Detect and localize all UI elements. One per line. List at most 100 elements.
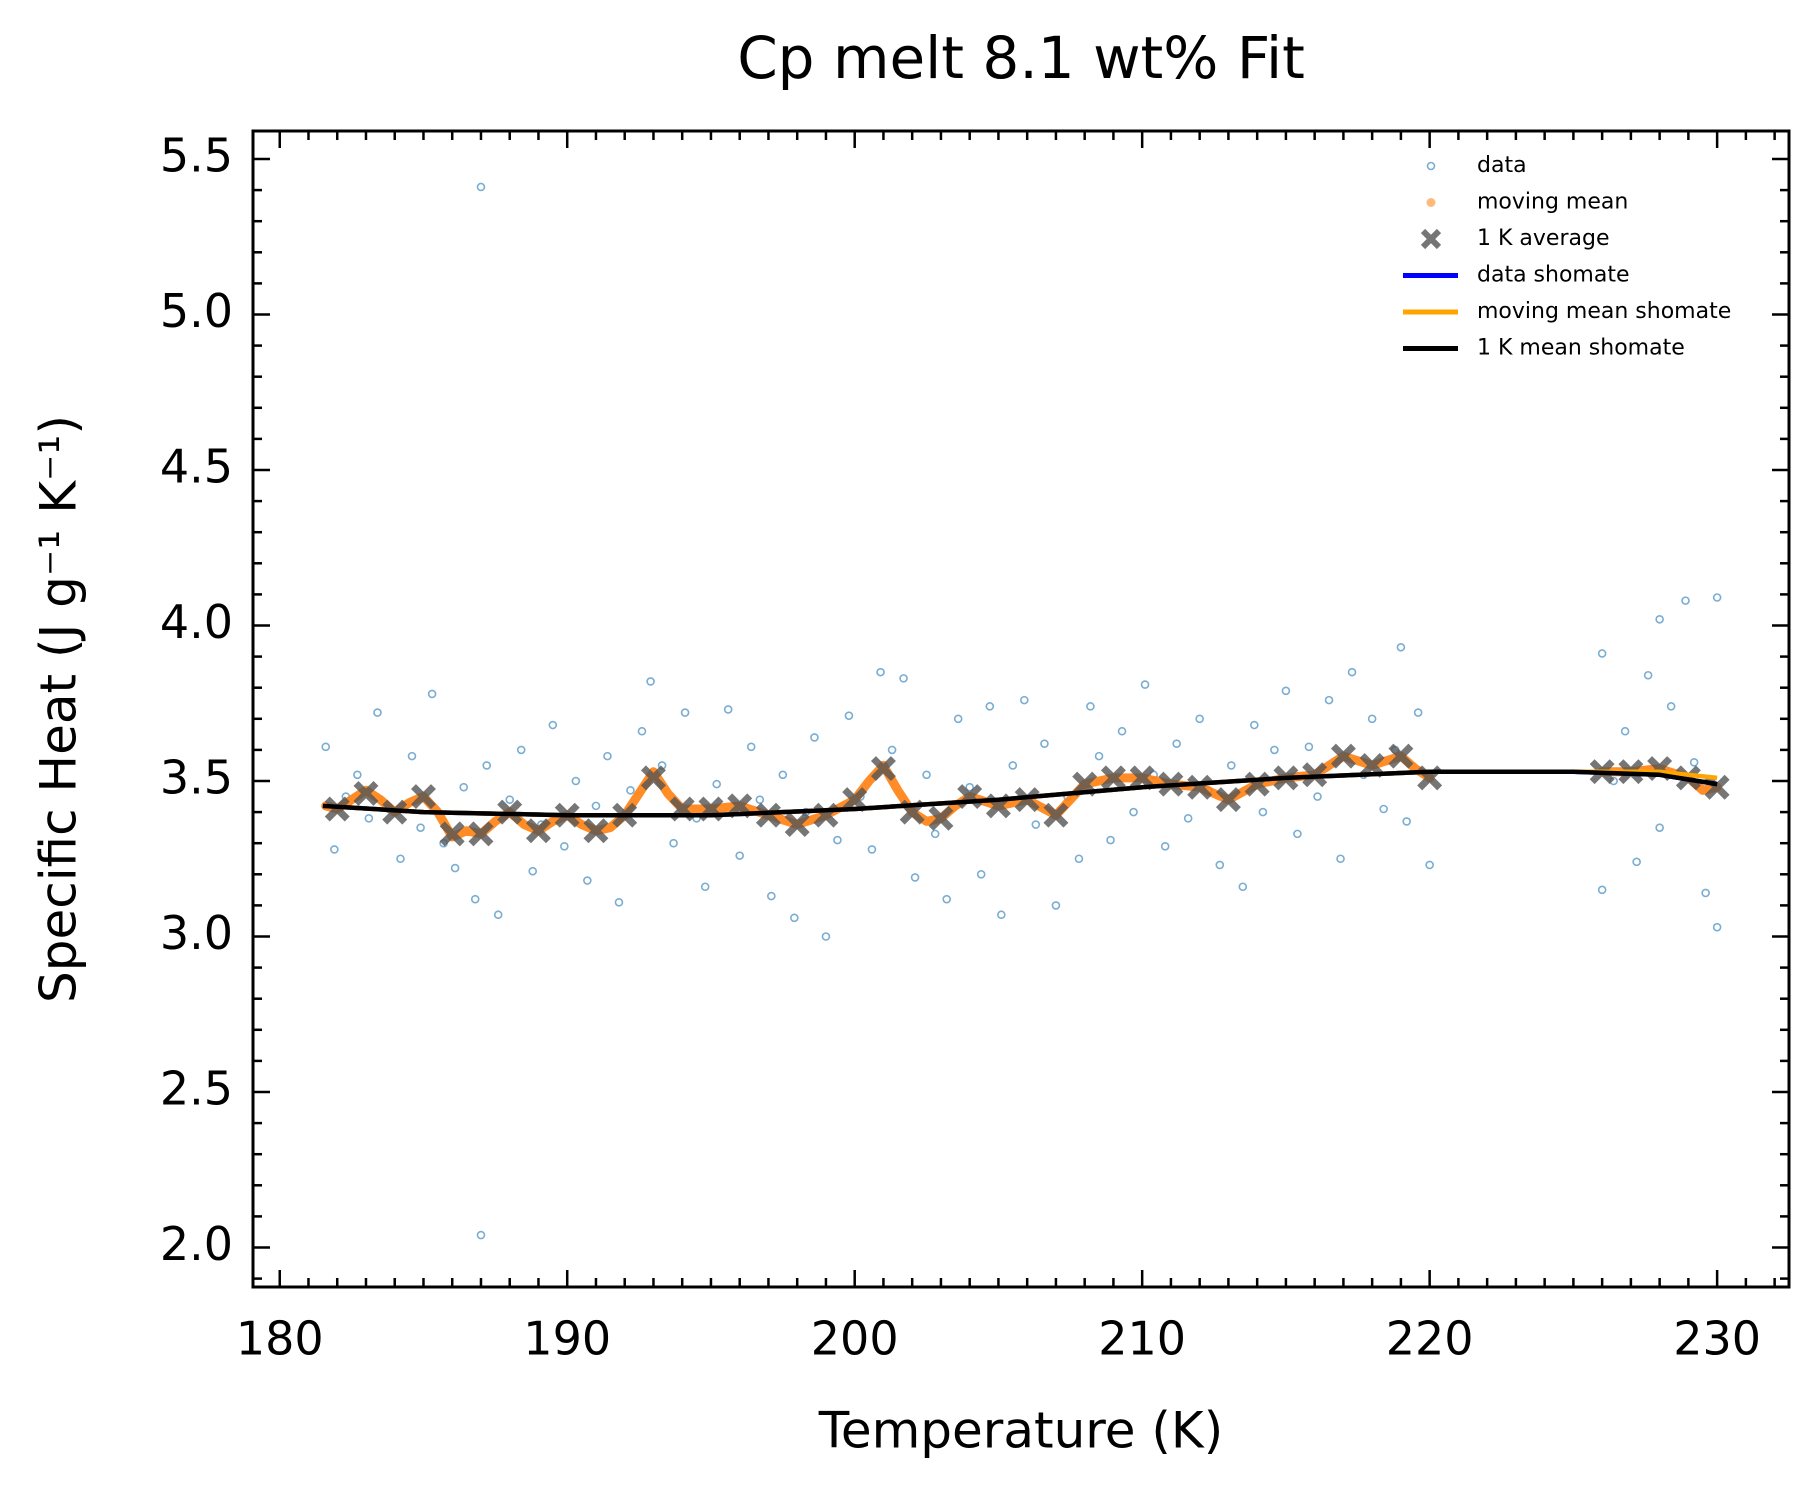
data-point [583, 876, 592, 885]
data-point [1347, 667, 1357, 677]
legend-marker [1426, 161, 1436, 171]
y-axis-label: Specific Heat (J g⁻¹ K⁻¹) [30, 415, 88, 1003]
data-point [1402, 817, 1411, 826]
data-point [1643, 670, 1653, 680]
data-point [922, 770, 931, 780]
data-point [669, 838, 678, 848]
average-marker [468, 821, 494, 847]
data-point [833, 835, 842, 845]
data-point [953, 714, 963, 724]
data-point [723, 705, 733, 714]
data-point [1712, 922, 1722, 932]
data-point [548, 720, 558, 730]
legend-label: data [1477, 153, 1527, 178]
average-marker [870, 756, 896, 782]
data-point [1086, 702, 1095, 711]
average-marker [1014, 787, 1040, 813]
legend-label: moving mean shomate [1477, 299, 1731, 324]
data-point [373, 708, 382, 717]
data-point [680, 708, 690, 717]
data-point [528, 866, 538, 876]
average-marker [583, 818, 609, 844]
legend-label: data shomate [1477, 263, 1630, 288]
data-point [1701, 888, 1710, 898]
average-marker [439, 821, 465, 847]
data-point [603, 751, 612, 761]
y-tick-label: 2.5 [160, 1062, 233, 1116]
plot-frame [251, 129, 1791, 1289]
fit-line [322, 769, 1718, 818]
data-point [899, 674, 908, 683]
average-marker [1704, 774, 1730, 800]
legend-label: 1 K average [1477, 226, 1609, 251]
legend-marker [1420, 228, 1442, 250]
average-marker [784, 812, 810, 838]
data-point [459, 782, 469, 792]
average-marker [1215, 787, 1241, 813]
data-point [1031, 820, 1041, 829]
data-point [1396, 642, 1406, 652]
data-point [450, 863, 460, 873]
x-tick-label: 200 [811, 1312, 899, 1366]
data-point [1620, 726, 1630, 736]
average-marker [928, 805, 954, 831]
data-point [1106, 835, 1115, 845]
data-point [1632, 857, 1641, 867]
data-point [482, 761, 492, 770]
data-point [1270, 745, 1279, 755]
data-point [844, 711, 854, 720]
data-point [1238, 882, 1248, 892]
chart-title: Cp melt 8.1 wt% Fit [737, 24, 1305, 92]
data-point [614, 897, 624, 907]
data-point [1281, 686, 1291, 696]
data-point [1094, 751, 1104, 761]
data-point [1020, 695, 1029, 705]
data-point [626, 786, 635, 795]
data-point [1160, 842, 1170, 851]
data-point [1008, 761, 1018, 770]
data-point [1379, 804, 1388, 814]
data-point [1293, 829, 1302, 839]
x-tick-label: 230 [1673, 1312, 1761, 1366]
legend-marker [1426, 198, 1436, 207]
data-point [867, 845, 877, 854]
average-marker [1043, 802, 1069, 828]
x-tick-label: 180 [236, 1312, 324, 1366]
data-point [1074, 854, 1084, 864]
data-point [1040, 739, 1049, 748]
data-point [330, 845, 339, 854]
data-point [790, 913, 799, 923]
data-point [1666, 702, 1676, 711]
x-tick-label: 190 [523, 1312, 611, 1366]
data-point [1655, 614, 1664, 624]
data-point [476, 1230, 486, 1240]
data-point [1051, 901, 1061, 910]
y-tick-label: 5.5 [160, 128, 233, 182]
data-point [416, 823, 425, 832]
data-point [321, 742, 331, 752]
data-point [1249, 720, 1259, 730]
average-marker [353, 780, 379, 806]
x-tick-label: 210 [1098, 1312, 1186, 1366]
y-tick-label: 3.0 [160, 906, 233, 960]
average-marker [525, 818, 551, 844]
y-tick-label: 4.0 [160, 595, 233, 649]
data-point [712, 779, 722, 789]
data-point [1172, 739, 1181, 748]
data-point [1712, 593, 1722, 602]
data-point [1336, 854, 1345, 864]
x-tick-label: 220 [1386, 1312, 1474, 1366]
data-point [1117, 726, 1127, 736]
data-point [876, 667, 885, 677]
data-point [700, 882, 710, 892]
data-point [407, 751, 417, 761]
data-point [755, 795, 765, 804]
data-point [997, 910, 1006, 920]
data-point [1597, 649, 1607, 658]
average-marker [640, 765, 666, 791]
data-point [353, 770, 362, 780]
data-point [1413, 708, 1423, 717]
average-marker [1388, 743, 1414, 769]
average-marker [755, 802, 781, 828]
